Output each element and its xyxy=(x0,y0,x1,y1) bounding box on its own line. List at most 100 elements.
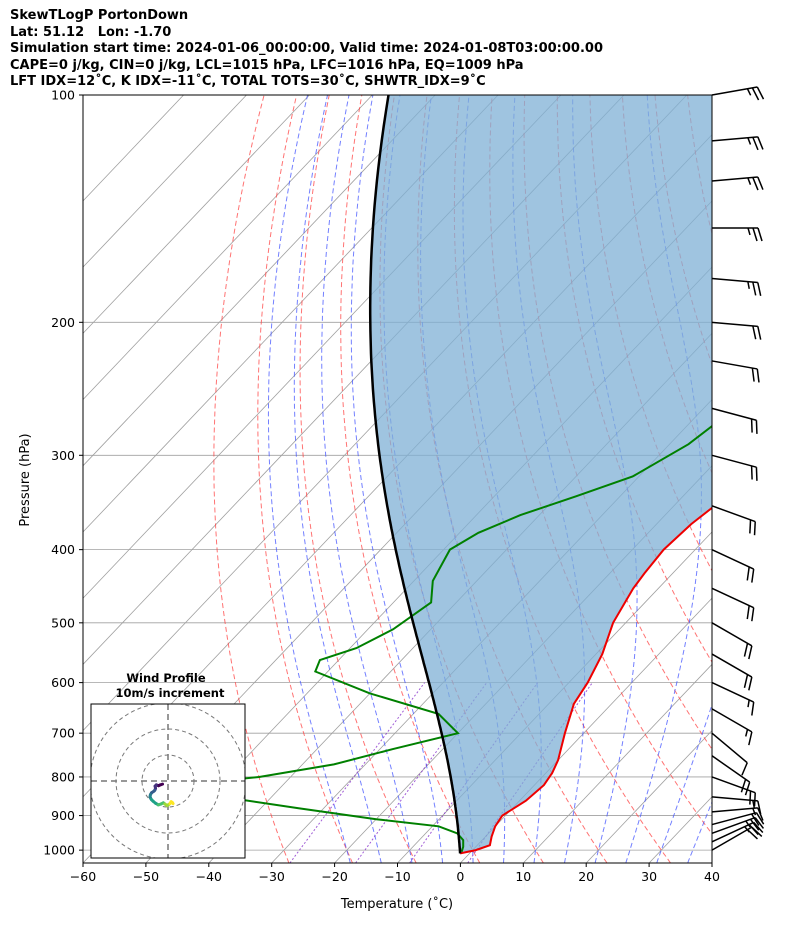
x-tick-label: 30 xyxy=(641,869,657,884)
barb-half-flag xyxy=(746,88,752,96)
hodograph-title: Wind Profile xyxy=(126,671,206,685)
header-location: Lat: 51.12 Lon: -1.70 xyxy=(10,24,172,40)
hodograph-border xyxy=(90,703,246,859)
moist-adiabat xyxy=(321,95,413,863)
barb-staff xyxy=(711,587,755,609)
barb-flag xyxy=(754,817,765,829)
wind-barb xyxy=(711,807,764,821)
axes: Temperature (˚C) Pressure (hPa) −60 −50 −4… xyxy=(18,88,720,913)
x-tick-label: −40 xyxy=(196,869,222,884)
barb-flag xyxy=(753,521,756,536)
wind-barb xyxy=(711,321,762,340)
barb-flag xyxy=(743,643,749,657)
barb-staff xyxy=(711,826,753,851)
x-tick-label: −10 xyxy=(384,869,410,884)
isotherm-line xyxy=(523,663,712,863)
x-tick-label: 0 xyxy=(456,869,464,884)
wind-barb xyxy=(711,360,760,383)
hodograph-segment xyxy=(170,800,175,806)
barb-flag xyxy=(753,821,764,833)
dry-adiabat xyxy=(213,95,290,863)
barb-staff xyxy=(711,622,753,647)
wind-barb xyxy=(711,136,764,151)
barb-flag xyxy=(750,465,753,480)
barb-flag xyxy=(750,418,753,433)
isotherm-line xyxy=(83,95,436,467)
barb-flag xyxy=(752,281,757,296)
barb-staff xyxy=(711,321,758,328)
isotherm-line xyxy=(83,95,310,334)
isotherm-line xyxy=(460,597,712,863)
barb-flag xyxy=(749,818,760,831)
wind-barb xyxy=(711,821,764,843)
barb-flag xyxy=(750,813,760,826)
barb-half-flag xyxy=(747,281,750,289)
barb-flag xyxy=(749,790,752,805)
dewpoint-line xyxy=(140,424,712,853)
barb-staff xyxy=(711,821,755,843)
x-tick-label: −50 xyxy=(133,869,159,884)
barb-flag xyxy=(748,676,753,691)
barb-staff xyxy=(711,277,758,284)
mixing-ratio-line xyxy=(289,682,426,863)
wind-barb xyxy=(711,587,755,622)
y-tick-label: 200 xyxy=(51,315,75,330)
barb-flag xyxy=(746,566,750,581)
hodograph-inset: Wind Profile 10m/s increment xyxy=(90,671,246,859)
header-times: Simulation start time: 2024-01-06_00:00:… xyxy=(10,41,603,56)
barb-flag xyxy=(757,800,762,815)
header-title: SkewTLogP PortonDown xyxy=(10,8,189,23)
wind-barb xyxy=(711,176,764,191)
wind-barb xyxy=(711,755,751,796)
wind-barbs xyxy=(711,86,765,851)
y-tick-label: 500 xyxy=(51,615,75,630)
barb-flag xyxy=(757,227,763,242)
barb-flag xyxy=(755,467,758,481)
hodograph-subtitle: 10m/s increment xyxy=(116,686,225,700)
wind-barb xyxy=(711,407,758,434)
hodograph-plot xyxy=(91,704,245,858)
barb-flag xyxy=(755,812,765,825)
barb-flag xyxy=(744,781,751,796)
moist-adiabat xyxy=(267,95,351,863)
barb-flag xyxy=(752,177,759,191)
barb-half-flag xyxy=(745,820,751,828)
barb-staff xyxy=(711,776,756,794)
barb-flag xyxy=(748,824,759,836)
barb-flag xyxy=(743,674,749,689)
barb-flag xyxy=(757,176,764,190)
barb-flag xyxy=(752,227,758,242)
barb-flag xyxy=(753,792,756,807)
barb-flag xyxy=(741,762,748,776)
dry-adiabat xyxy=(340,95,481,863)
y-tick-label: 400 xyxy=(51,542,75,557)
x-tick-label: 10 xyxy=(515,869,531,884)
barb-staff xyxy=(711,505,756,523)
wind-barb xyxy=(711,86,765,101)
barb-flag xyxy=(752,325,757,340)
barb-half-flag xyxy=(747,137,752,145)
barb-staff xyxy=(711,708,753,733)
x-tick-label: −60 xyxy=(70,869,96,884)
header-indices-1: CAPE=0 j/kg, CIN=0 j/kg, LCL=1015 hPa, L… xyxy=(10,57,524,73)
wind-barb xyxy=(711,622,753,660)
y-tick-label: 800 xyxy=(51,769,75,784)
barb-half-flag xyxy=(745,729,749,737)
mixing-ratio-line xyxy=(409,682,539,863)
barb-staff xyxy=(711,548,755,570)
moist-adiabat xyxy=(293,95,382,863)
chart-header: SkewTLogP PortonDown Lat: 51.12 Lon: -1.… xyxy=(10,8,603,91)
barb-staff xyxy=(711,86,758,96)
isotherm-line xyxy=(585,729,712,863)
barb-staff xyxy=(711,816,756,835)
wind-barb xyxy=(711,505,756,536)
barb-staff xyxy=(711,807,758,813)
barb-flag xyxy=(740,779,747,793)
barb-flag xyxy=(748,645,753,660)
barb-staff xyxy=(711,407,757,421)
wind-barb xyxy=(711,708,753,746)
barb-staff xyxy=(711,732,748,764)
barb-flag xyxy=(757,326,762,340)
barb-staff xyxy=(711,176,758,182)
